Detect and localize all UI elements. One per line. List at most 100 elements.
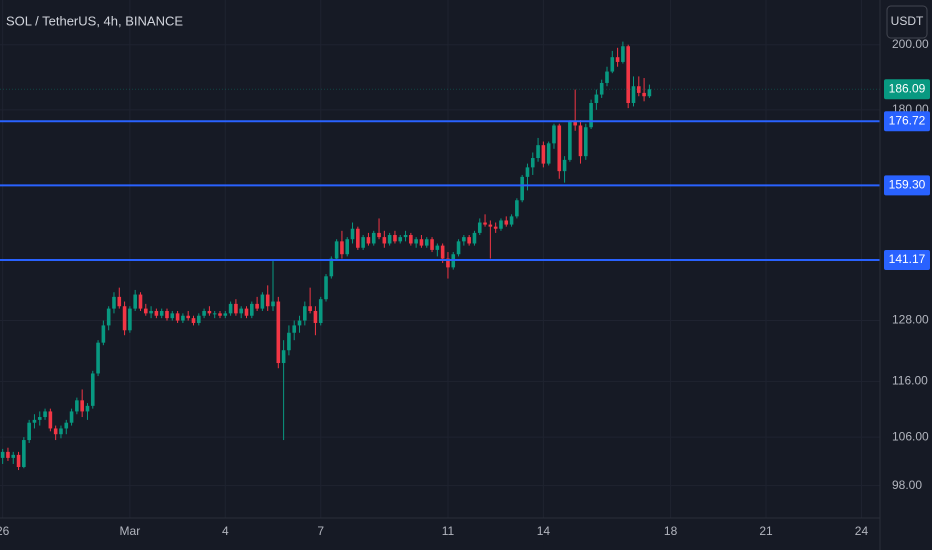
y-tick-label: 200.00	[892, 37, 929, 51]
candle-body	[32, 419, 37, 423]
y-tick-label: 116.00	[892, 374, 928, 388]
candle-body	[48, 411, 53, 429]
candle-body	[340, 241, 344, 255]
candle-body	[621, 46, 625, 62]
candle-body	[80, 400, 84, 412]
candle-body	[324, 276, 328, 300]
candle-body	[605, 71, 609, 83]
candle-body	[59, 428, 63, 435]
candle-body	[85, 405, 90, 412]
candle-body	[159, 310, 164, 316]
candle-body	[175, 313, 180, 321]
plot	[0, 41, 880, 471]
candle-body	[165, 310, 169, 319]
candle-body	[128, 308, 132, 331]
x-tick-label: 18	[664, 524, 678, 538]
candle-body	[117, 296, 122, 307]
candle-body	[409, 235, 413, 244]
x-tick-label: 21	[759, 524, 773, 538]
candle-body	[43, 411, 47, 418]
level-label: 159.30	[889, 178, 926, 192]
candle-body	[477, 222, 482, 233]
candle-body	[557, 125, 562, 172]
candle-body	[488, 224, 493, 227]
candle-body	[377, 232, 381, 238]
candle-body	[255, 303, 259, 309]
x-tick-label: 14	[537, 524, 551, 538]
y-tick-label: 128.00	[892, 313, 929, 327]
candle-body	[228, 303, 233, 314]
candle-body	[297, 320, 302, 326]
candle-body	[138, 294, 143, 309]
candle-body	[552, 125, 556, 144]
candle-body	[11, 454, 16, 458]
candle-body	[536, 145, 540, 159]
candle-body	[493, 226, 498, 229]
candle-body	[647, 89, 652, 97]
candle-body	[583, 127, 588, 157]
level-label: 176.72	[889, 113, 926, 127]
symbol-title: SOL / TetherUS, 4h, BINANCE	[6, 13, 183, 28]
candle-body	[276, 301, 281, 364]
candle-body	[281, 350, 286, 364]
candle-body	[515, 200, 519, 217]
candle-body	[615, 57, 620, 62]
candle-body	[371, 232, 376, 244]
candle-body	[133, 294, 137, 309]
candle-body	[69, 411, 74, 423]
candle-body	[414, 239, 418, 244]
candle-body	[250, 303, 254, 316]
candle-body	[499, 220, 503, 229]
y-tick-label: 98.00	[892, 478, 922, 492]
candle-body	[424, 239, 429, 246]
candle-body	[509, 216, 514, 225]
candle-body	[265, 294, 270, 307]
candle-body	[260, 294, 265, 309]
candle-body	[462, 237, 466, 242]
grid	[0, 0, 880, 518]
candle-body	[96, 342, 100, 374]
button-label[interactable]: USDT	[891, 14, 924, 28]
x-tick-label: Mar	[120, 524, 141, 538]
x-tick-label: 4	[222, 524, 229, 538]
candle-body	[6, 451, 10, 458]
candle-body	[541, 145, 546, 164]
candle-body	[361, 237, 365, 248]
candle-body	[122, 306, 127, 331]
candle-body	[419, 239, 424, 246]
candle-body	[22, 440, 26, 467]
candle-body	[202, 310, 206, 316]
candle-body	[143, 308, 148, 314]
candle-body	[472, 232, 477, 244]
candle-body	[440, 245, 445, 259]
x-tick-label: 26	[0, 524, 10, 538]
button-frame[interactable]	[886, 5, 928, 39]
currency-button[interactable]: USDT	[886, 5, 928, 39]
candle-body	[636, 86, 641, 93]
candle-body	[37, 417, 42, 420]
candle-body	[181, 315, 185, 321]
candle-body	[398, 237, 403, 242]
candle-body	[218, 313, 222, 316]
candle-body	[483, 222, 487, 225]
candle-body	[334, 241, 339, 259]
candle-body	[599, 82, 604, 95]
level-label: 141.17	[889, 252, 926, 266]
candle-body	[530, 158, 535, 168]
candle-body	[387, 235, 392, 244]
candle-body	[446, 258, 450, 268]
candle-body	[90, 373, 95, 406]
candle-body	[196, 315, 201, 323]
candle-body	[589, 102, 593, 128]
candle-body	[546, 143, 551, 164]
candle-body	[27, 422, 31, 441]
candle-body	[568, 121, 572, 160]
candle-body	[318, 299, 323, 323]
candle-body	[345, 239, 350, 255]
candle-body	[594, 94, 599, 103]
candle-body	[403, 235, 408, 238]
candle-body	[435, 245, 440, 250]
candle-body	[430, 239, 434, 250]
candle-body	[642, 92, 646, 97]
